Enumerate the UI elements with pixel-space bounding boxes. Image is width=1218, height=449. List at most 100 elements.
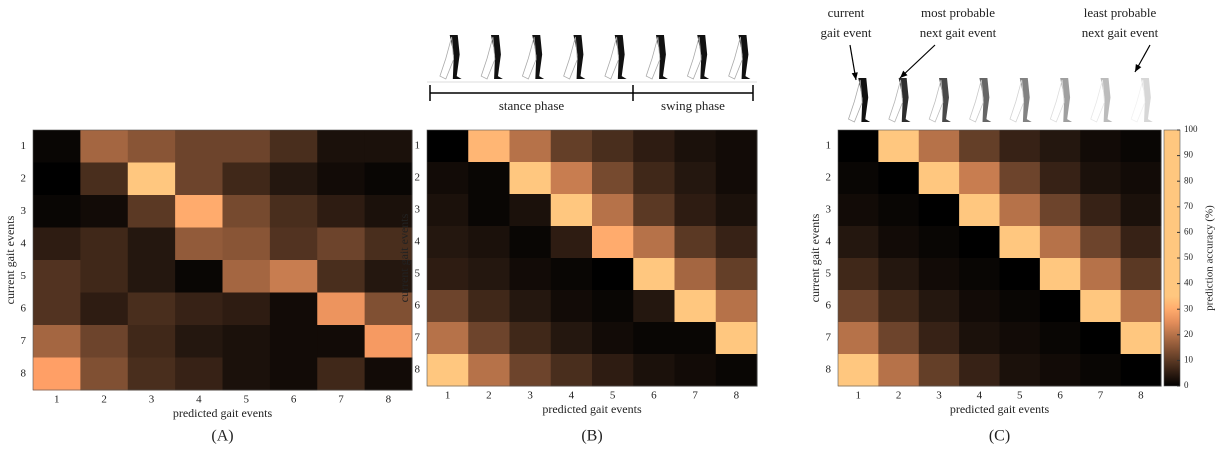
heatmap-cell xyxy=(509,162,552,195)
walker-leg xyxy=(573,35,586,79)
y-tick-label: 7 xyxy=(21,335,27,347)
heatmap-cell xyxy=(592,162,634,195)
heatmap-cell xyxy=(222,227,271,261)
walker-icon xyxy=(1090,78,1113,123)
x-tick-label: 8 xyxy=(734,390,740,402)
heatmap-cell xyxy=(633,226,675,259)
heatmap-cell xyxy=(878,226,920,259)
heatmap-cell xyxy=(80,162,129,196)
heatmap-cell xyxy=(364,162,413,196)
heatmap-cell xyxy=(838,290,879,323)
heatmap-cell xyxy=(878,130,920,163)
heatmap-cell xyxy=(364,227,413,261)
heatmap-cell xyxy=(364,130,413,163)
heatmap-cell xyxy=(959,226,1000,259)
x-axis-label: predicted gait events xyxy=(950,402,1050,416)
heatmap-cell xyxy=(838,322,879,355)
heatmap-cell xyxy=(364,292,413,326)
heatmap-cell xyxy=(1120,290,1162,323)
walker-leg xyxy=(439,36,455,80)
heatmap-cell xyxy=(427,322,469,355)
walker-icon xyxy=(439,35,462,80)
heatmap-cell xyxy=(1120,194,1162,227)
heatmap-cell xyxy=(269,325,318,358)
heatmap-cell xyxy=(317,260,366,293)
heatmap-cell xyxy=(468,194,510,227)
heatmap-cell xyxy=(509,194,552,227)
phase-label: swing phase xyxy=(661,98,725,113)
walker-leg xyxy=(449,35,462,79)
heatmap-cell xyxy=(878,194,920,227)
walker-icon xyxy=(604,35,627,80)
heatmap-cell xyxy=(1120,130,1162,163)
plot-frame xyxy=(426,129,758,387)
y-tick-label: 1 xyxy=(21,140,27,152)
heatmap-cell xyxy=(550,226,593,259)
panel-caption: (B) xyxy=(581,428,602,445)
walker-leg xyxy=(1090,79,1105,123)
panel-caption: (A) xyxy=(211,428,233,445)
y-axis-label: current gait events xyxy=(808,213,822,302)
walker-icon xyxy=(1009,78,1032,123)
x-tick-label: 1 xyxy=(855,390,861,402)
heatmap-cell xyxy=(33,325,81,358)
y-tick-label: 7 xyxy=(415,332,421,344)
heatmap-cell xyxy=(127,325,176,358)
y-tick-label: 6 xyxy=(21,302,27,314)
heatmap-cell xyxy=(33,195,81,228)
heatmap-cell xyxy=(592,130,634,163)
heatmap-cell xyxy=(878,162,920,195)
heatmap-cell xyxy=(468,322,510,355)
y-tick-label: 1 xyxy=(826,140,832,152)
walker-leg xyxy=(898,78,911,122)
x-tick-label: 7 xyxy=(692,390,698,402)
walker-icon xyxy=(728,35,751,80)
heatmap-cell xyxy=(592,194,634,227)
y-tick-label: 5 xyxy=(415,268,421,280)
colorbar-tick-label: 80 xyxy=(1184,175,1194,185)
walker-leg xyxy=(1140,78,1153,122)
heatmap-cell xyxy=(999,290,1041,323)
heatmap-cell xyxy=(878,258,920,291)
heatmap-cell xyxy=(269,260,318,293)
heatmap-cell xyxy=(80,292,129,326)
heatmap-cell xyxy=(999,162,1041,195)
walker-icon xyxy=(848,78,871,123)
heatmap-cell xyxy=(317,130,366,163)
heatmap-cell xyxy=(674,290,717,323)
walker-leg xyxy=(532,35,545,79)
heatmap-cell xyxy=(999,258,1041,291)
heatmap-cell xyxy=(918,322,960,355)
colorbar-tick-label: 50 xyxy=(1184,252,1194,262)
heatmap-cell xyxy=(175,325,223,358)
colorbar-tick-label: 60 xyxy=(1184,226,1194,236)
annotation: most probable xyxy=(921,5,995,20)
heatmap-cell xyxy=(633,322,675,355)
annotation: next gait event xyxy=(920,25,997,40)
heatmap-cell xyxy=(878,322,920,355)
heatmap-cell xyxy=(918,162,960,195)
heatmap-cell xyxy=(222,260,271,293)
annotation: least probable xyxy=(1084,5,1157,20)
walker-leg xyxy=(490,35,503,79)
heatmap-cell xyxy=(80,357,129,391)
colorbar-tick-label: 70 xyxy=(1184,201,1194,211)
heatmap-cell xyxy=(1080,258,1122,291)
heatmap-cell xyxy=(838,354,879,387)
heatmap-cell xyxy=(838,162,879,195)
heatmap-cell xyxy=(509,290,552,323)
y-tick-label: 8 xyxy=(415,364,421,376)
arrow-head xyxy=(1135,64,1142,72)
annotation: gait event xyxy=(821,25,872,40)
walker-leg xyxy=(521,36,537,80)
heatmap-cell xyxy=(1080,226,1122,259)
heatmap-cell xyxy=(715,194,758,227)
heatmap-cell xyxy=(269,130,318,163)
heatmap-cell xyxy=(633,290,675,323)
heatmap-cell xyxy=(80,227,129,261)
heatmap-cell xyxy=(175,195,223,228)
heatmap-cell xyxy=(468,226,510,259)
heatmap-cell xyxy=(127,130,176,163)
heatmap-cell xyxy=(674,322,717,355)
heatmap-cell xyxy=(1120,226,1162,259)
